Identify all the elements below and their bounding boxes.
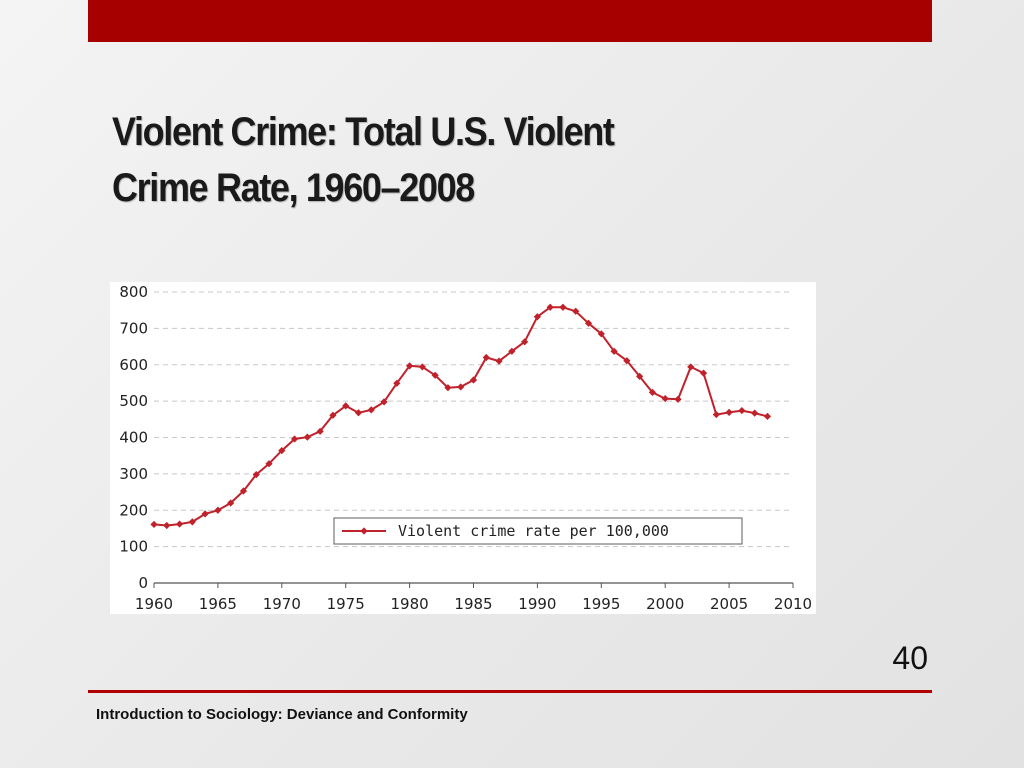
slide-title-line2: Crime Rate, 1960–2008 bbox=[112, 166, 475, 210]
y-tick-label-0: 0 bbox=[138, 574, 148, 592]
data-point-1984 bbox=[457, 383, 465, 391]
data-point-1996 bbox=[610, 347, 618, 355]
y-tick-label-400: 400 bbox=[119, 429, 148, 447]
x-tick-label-1985: 1985 bbox=[454, 595, 492, 613]
data-point-1992 bbox=[559, 303, 567, 311]
legend-marker bbox=[360, 527, 368, 535]
y-tick-label-100: 100 bbox=[119, 538, 148, 556]
data-point-2007 bbox=[751, 409, 759, 417]
y-tick-label-200: 200 bbox=[119, 501, 148, 519]
x-tick-label-1965: 1965 bbox=[199, 595, 237, 613]
slide-title-prefix: Violent Crime: bbox=[112, 110, 346, 154]
x-tick-label-1990: 1990 bbox=[518, 595, 556, 613]
series-line-0 bbox=[153, 306, 768, 527]
data-point-1993 bbox=[572, 307, 580, 315]
data-point-1972 bbox=[303, 433, 311, 441]
legend-label: Violent crime rate per 100,000 bbox=[398, 522, 669, 540]
data-point-1962 bbox=[175, 520, 184, 528]
data-point-1960 bbox=[150, 520, 158, 529]
x-tick-label-2010: 2010 bbox=[774, 595, 812, 613]
y-tick-label-800: 800 bbox=[119, 283, 148, 301]
data-point-1978 bbox=[380, 398, 388, 406]
data-point-1981 bbox=[418, 363, 426, 371]
x-tick-label-1975: 1975 bbox=[327, 595, 365, 613]
x-tick-label-1995: 1995 bbox=[582, 595, 620, 613]
slide-title-main: Total U.S. Violent bbox=[345, 110, 615, 154]
data-point-1980 bbox=[406, 362, 414, 370]
data-point-1969 bbox=[265, 460, 273, 468]
data-point-1961 bbox=[163, 521, 171, 530]
data-point-2002 bbox=[687, 363, 695, 371]
line-chart: 0 100 200 300 400 500 600 700 800 1960 1965 1970 197… bbox=[119, 283, 812, 613]
data-point-1965 bbox=[214, 506, 222, 514]
data-point-2006 bbox=[738, 406, 746, 415]
top-accent-bar bbox=[88, 0, 932, 42]
page-number: 40 bbox=[892, 640, 928, 676]
x-tick-label-1960: 1960 bbox=[135, 595, 173, 613]
x-tick-label-2005: 2005 bbox=[710, 595, 748, 613]
data-point-2005 bbox=[725, 408, 733, 417]
data-point-1994 bbox=[584, 319, 593, 327]
data-point-2001 bbox=[674, 395, 682, 403]
data-point-1967 bbox=[239, 487, 248, 495]
data-point-1982 bbox=[431, 371, 439, 379]
chart-container: 0 100 200 300 400 500 600 700 800 1960 1965 1970 197… bbox=[110, 282, 816, 614]
data-point-1997 bbox=[623, 357, 631, 365]
data-point-1987 bbox=[495, 357, 503, 365]
footer-text: Introduction to Sociology: Deviance and … bbox=[96, 706, 468, 723]
data-point-1988 bbox=[508, 347, 516, 355]
x-tick-label-1970: 1970 bbox=[263, 595, 301, 613]
data-point-1991 bbox=[546, 303, 554, 311]
x-tick-label-2000: 2000 bbox=[646, 595, 684, 613]
slide-title: Violent Crime: Total U.S. Violent Crime … bbox=[112, 104, 742, 216]
y-tick-label-500: 500 bbox=[119, 392, 148, 410]
data-point-2008 bbox=[763, 412, 772, 421]
data-point-1989 bbox=[521, 338, 529, 346]
data-point-1983 bbox=[444, 384, 452, 392]
footer-divider bbox=[88, 690, 932, 693]
y-tick-label-700: 700 bbox=[119, 319, 148, 337]
y-tick-label-300: 300 bbox=[119, 465, 148, 483]
y-tick-label-600: 600 bbox=[119, 356, 148, 374]
x-tick-label-1980: 1980 bbox=[391, 595, 429, 613]
data-point-1976 bbox=[354, 409, 363, 417]
data-point-1964 bbox=[201, 510, 209, 518]
legend-box bbox=[333, 517, 743, 545]
data-point-1990 bbox=[533, 313, 541, 321]
data-point-2004 bbox=[712, 410, 720, 419]
data-point-1986 bbox=[482, 353, 490, 362]
data-point-2003 bbox=[699, 369, 708, 377]
